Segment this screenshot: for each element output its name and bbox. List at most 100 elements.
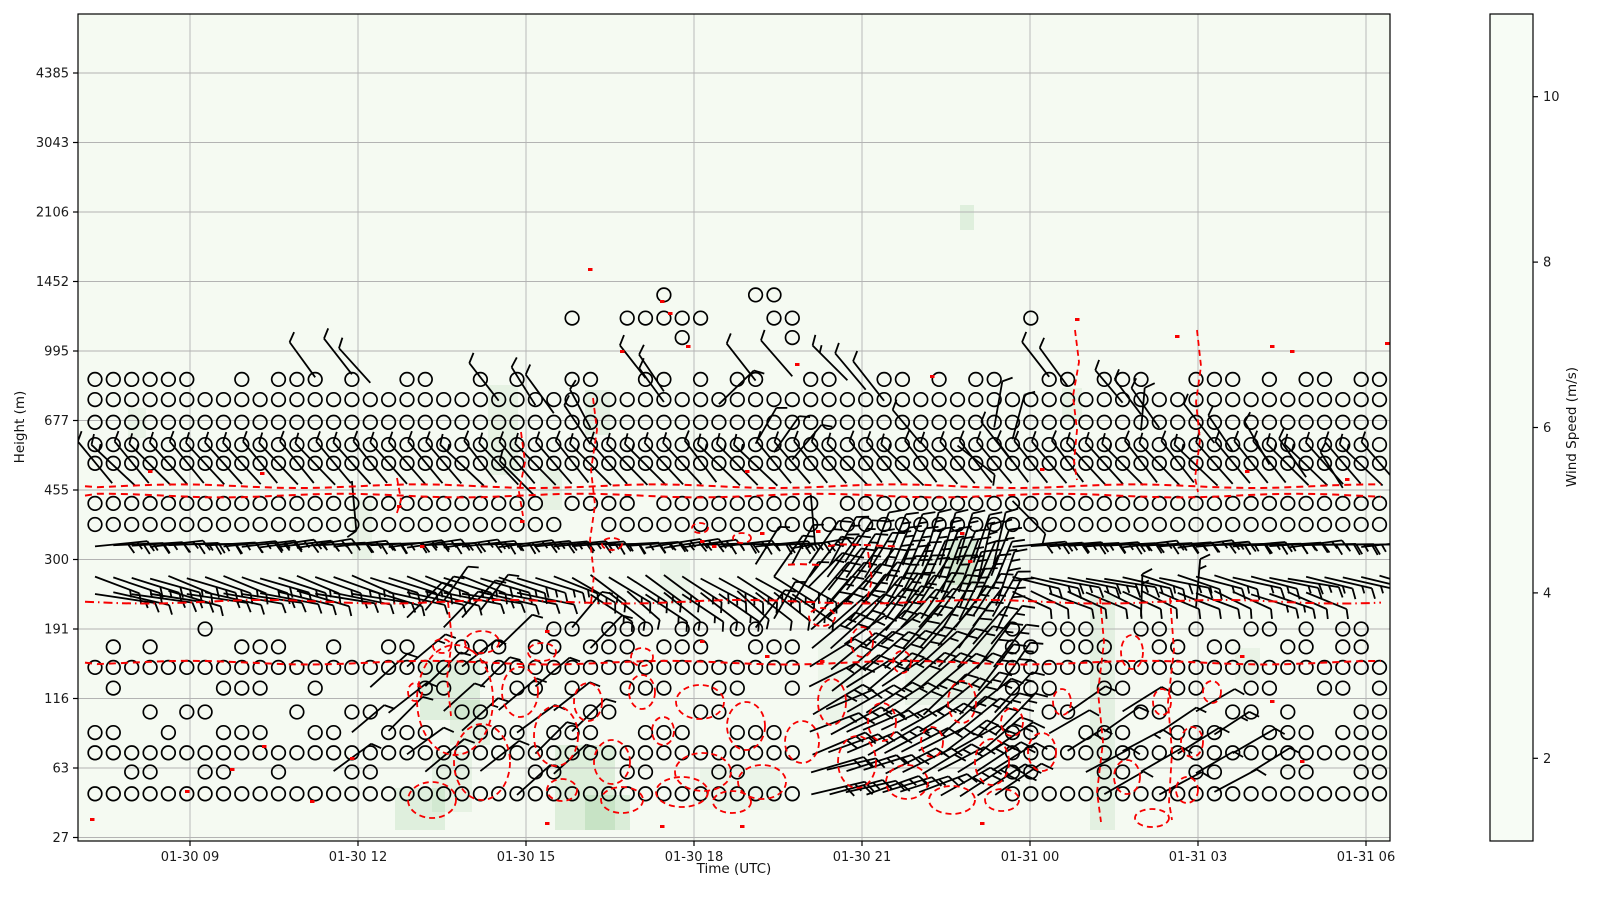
calm-wind-marker	[674, 659, 690, 676]
calm-wind-marker	[656, 516, 672, 533]
contour-speck	[745, 470, 750, 473]
wind-barb-tick	[995, 747, 1004, 754]
wind-barb-shaft	[882, 776, 933, 794]
calm-wind-marker	[637, 371, 654, 388]
calm-wind-marker	[931, 414, 947, 430]
wind-barb-tick	[224, 543, 231, 552]
contour-blob	[655, 776, 709, 808]
wind-barb-tick	[996, 594, 1007, 597]
wind-barb-tick	[1317, 587, 1323, 599]
wind-barb-shaft	[571, 698, 607, 732]
wind-barb-tick	[947, 775, 959, 786]
contour-blob	[784, 720, 820, 764]
wind-barb-tick	[845, 667, 855, 674]
wind-barb-shaft	[1250, 747, 1291, 773]
calm-wind-marker	[601, 621, 617, 637]
calm-wind-marker	[1059, 745, 1076, 761]
calm-wind-marker	[399, 436, 415, 453]
contour-blob	[726, 701, 766, 751]
calm-wind-marker	[1261, 516, 1278, 533]
wind-barb-tick	[369, 431, 375, 443]
wind-barb-tick	[909, 730, 918, 737]
wind-barb-tick	[495, 639, 507, 645]
wind-barb-shaft	[791, 424, 823, 461]
wind-barb-tick	[988, 530, 998, 536]
calm-wind-marker	[1280, 516, 1296, 533]
calm-wind-marker	[674, 436, 690, 453]
wind-barb-shaft	[825, 689, 873, 711]
wind-barb-tick	[1325, 608, 1329, 620]
wind-barb-tick	[332, 431, 338, 443]
wind-barb-tick	[1346, 443, 1350, 452]
wind-barb-shaft	[718, 369, 755, 405]
calm-wind-marker	[564, 724, 580, 741]
wind-barb-tick	[872, 609, 886, 616]
calm-wind-marker	[747, 495, 764, 512]
wind-barb-shaft	[626, 575, 668, 603]
wind-barb-tick	[1234, 688, 1245, 696]
wind-barb-shaft	[259, 577, 310, 594]
wind-barb-tick	[893, 547, 908, 552]
wind-barb-tick	[1248, 710, 1260, 718]
calm-wind-marker	[858, 391, 874, 408]
calm-wind-marker	[105, 371, 121, 388]
wind-barb-tick	[1021, 331, 1028, 343]
calm-wind-marker	[711, 495, 727, 512]
wind-barb-shaft	[980, 421, 1014, 463]
wind-barb-tick	[971, 554, 985, 559]
wind-barb-shaft	[424, 575, 455, 611]
calm-wind-marker	[491, 436, 507, 453]
wind-barb-tick	[601, 591, 613, 595]
calm-wind-marker	[1225, 639, 1241, 655]
calm-wind-marker	[1078, 391, 1094, 408]
wind-barb-shaft	[1140, 542, 1193, 547]
wind-barb-tick	[1278, 428, 1285, 439]
contour-blob	[892, 650, 912, 674]
calm-wind-marker	[876, 414, 892, 430]
wind-barb-tick	[952, 587, 966, 593]
wind-barb-tick	[510, 601, 515, 609]
colorbar-tick-label: 6	[1543, 421, 1551, 436]
wind-barb-tick	[1011, 538, 1026, 543]
calm-wind-marker	[436, 495, 452, 512]
calm-wind-marker	[1151, 455, 1167, 471]
wind-barb-shaft	[516, 577, 566, 594]
calm-wind-marker	[197, 786, 213, 802]
wind-barb-tick	[1237, 608, 1241, 620]
wind-barb-tick	[498, 450, 504, 462]
wind-barb-shaft	[332, 441, 372, 485]
wind-barb-shaft	[1051, 440, 1085, 483]
wind-barb-tick	[585, 743, 597, 749]
wind-barb-shaft	[443, 590, 479, 629]
wind-barb-tick	[956, 630, 970, 637]
plot-frame	[77, 13, 1391, 842]
calm-wind-marker	[344, 371, 360, 388]
wind-barb-shaft	[1103, 770, 1145, 795]
contour-speck	[1270, 345, 1275, 348]
wind-barb-shaft	[846, 730, 898, 754]
calm-wind-marker	[1041, 495, 1057, 512]
wind-barb-tick	[246, 602, 252, 613]
wind-barb-shaft	[1103, 590, 1142, 610]
wind-barb-shaft	[534, 721, 568, 755]
calm-wind-marker	[637, 724, 654, 741]
wind-barb-shaft	[773, 581, 796, 620]
calm-wind-marker	[986, 455, 1002, 471]
calm-wind-marker	[252, 745, 268, 761]
contour-blob	[1120, 634, 1144, 670]
wind-barb-tick	[1089, 709, 1100, 717]
calm-wind-marker	[215, 745, 232, 761]
calm-wind-marker	[656, 391, 672, 408]
calm-wind-marker	[270, 436, 287, 453]
wind-barb-shaft	[554, 440, 590, 484]
calm-wind-marker	[160, 659, 177, 676]
y-tick-label: 300	[44, 553, 69, 568]
wind-barb-tick	[437, 639, 446, 645]
calm-wind-marker	[1298, 516, 1314, 533]
calm-wind-marker	[1225, 391, 1241, 408]
wind-barb-tick	[878, 654, 892, 661]
calm-wind-marker	[1353, 436, 1369, 453]
calm-wind-marker	[160, 391, 177, 408]
wind-barb-tick	[508, 573, 520, 577]
contour-blob	[712, 790, 752, 814]
